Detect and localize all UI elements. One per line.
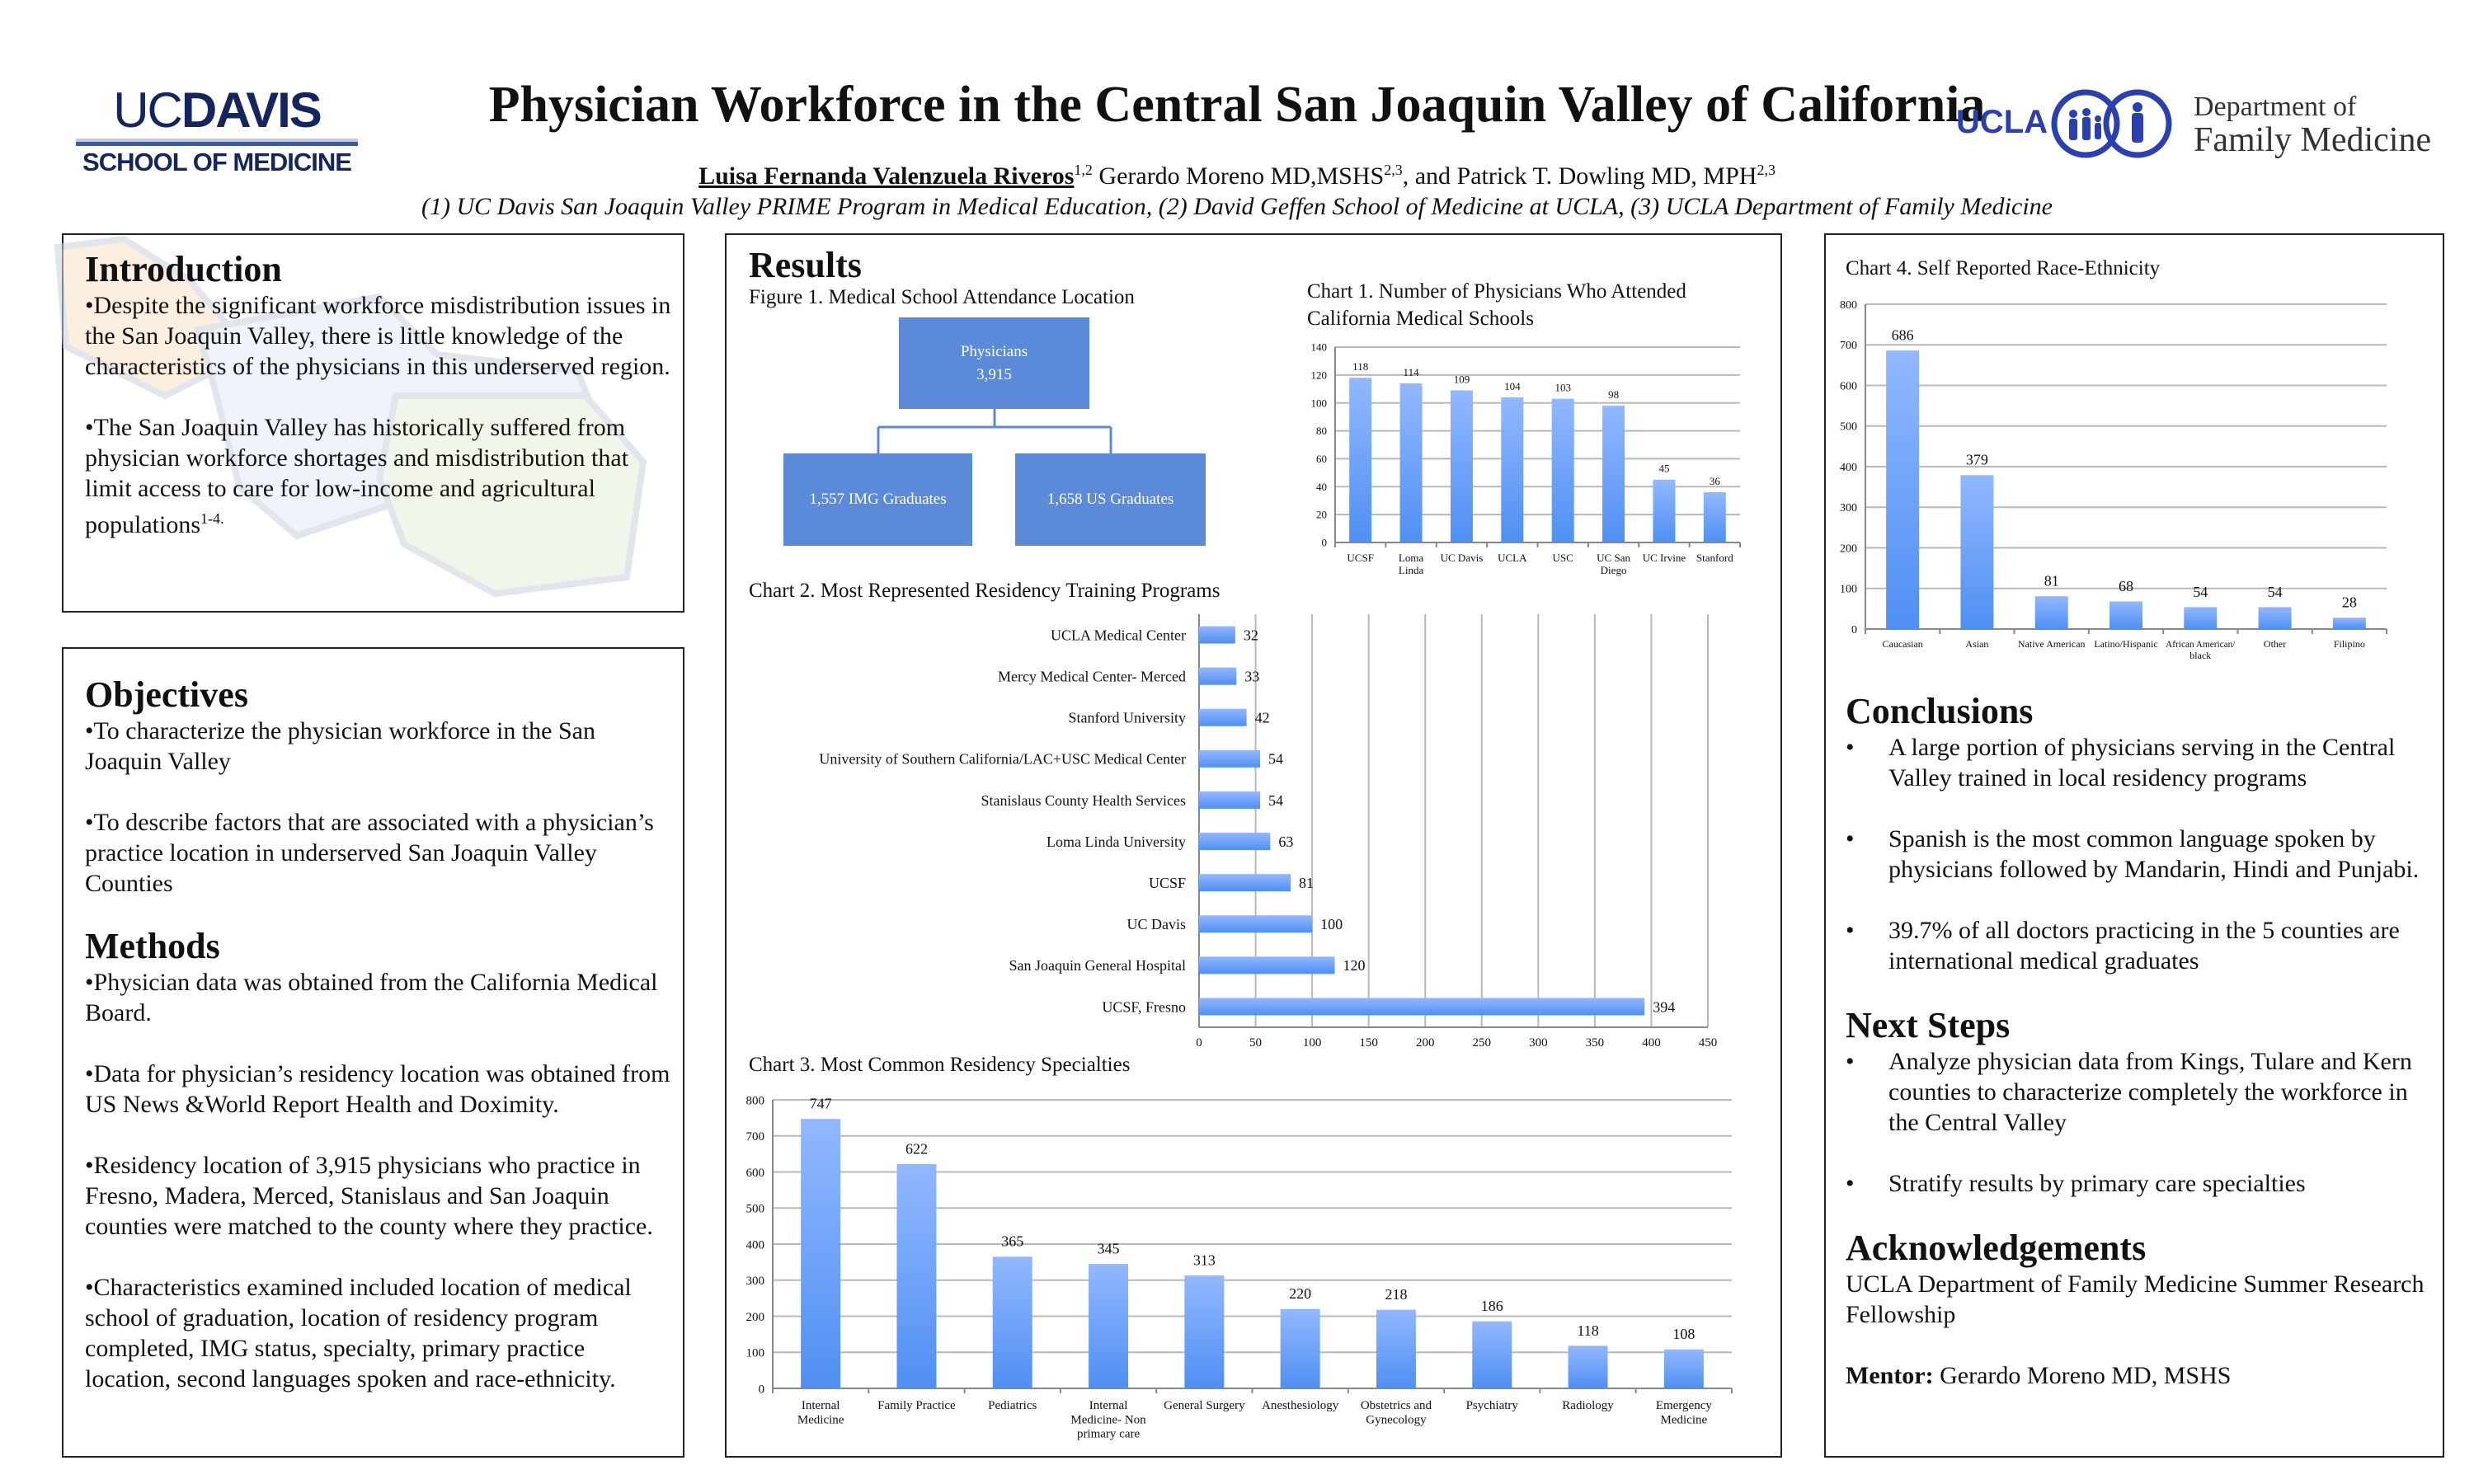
method-item: •Residency location of 3,915 physicians … — [85, 1152, 653, 1240]
objectives-heading: Objectives — [85, 674, 248, 715]
conclusion-text: Spanish is the most common language spok… — [1888, 825, 2420, 883]
conclusion-text: A large portion of physicians serving in… — [1888, 734, 2396, 791]
family-figures-icon — [2051, 89, 2172, 158]
ucdavis-logo-davis: DAVIS — [181, 82, 322, 138]
poster-title-wrap: Physician Workforce in the Central San J… — [0, 76, 2474, 134]
mentor-name: Gerardo Moreno MD, MSHS — [1933, 1362, 2232, 1389]
bullet-icon: • — [1846, 825, 1855, 852]
dept-line-1: Department of — [2194, 92, 2357, 122]
next-steps-heading: Next Steps — [1846, 1005, 2011, 1045]
next-step-text: Stratify results by primary care special… — [1888, 1170, 2306, 1197]
dept-name: Department of Family Medicine — [2194, 91, 2431, 157]
conclusion-item: • A large portion of physicians serving i… — [1846, 732, 2431, 793]
results-heading: Results — [749, 245, 862, 285]
objective-item: •To describe factors that are associated… — [85, 809, 654, 897]
chart4-title: Chart 4. Self Reported Race-Ethnicity — [1846, 257, 2161, 279]
method-item: •Characteristics examined included locat… — [85, 1274, 632, 1392]
acknowledgements-text: UCLA Department of Family Medicine Summe… — [1846, 1270, 2425, 1328]
bullet-icon: • — [1846, 1048, 1855, 1075]
org-node-us: 1,658 US Graduates — [1015, 453, 1206, 546]
author-3-affil: 2,3 — [1757, 162, 1776, 178]
next-step-item: • Analyze physician data from Kings, Tula… — [1846, 1046, 2431, 1138]
results-box — [725, 233, 1782, 1458]
methods-heading: Methods — [85, 926, 220, 966]
introduction-paragraph: •Despite the significant workforce misdi… — [85, 292, 671, 380]
conclusion-item: • 39.7% of all doctors practicing in the … — [1846, 915, 2431, 976]
org-connectors — [877, 409, 1112, 453]
author-2: Gerardo Moreno MD,MSHS — [1092, 162, 1385, 190]
dept-line-2: Family Medicine — [2194, 121, 2432, 159]
bullet-icon: • — [1846, 1170, 1855, 1197]
figure1-caption: Figure 1. Medical School Attendance Loca… — [749, 286, 1135, 308]
introduction-box — [62, 233, 684, 613]
chart1-title-line: Chart 1. Number of Physicians Who Attend… — [1307, 280, 1686, 303]
mentor-label: Mentor: — [1846, 1362, 1934, 1389]
ucla-dfm-logo: UCLA Department of Family Medicine — [1956, 82, 2459, 165]
next-step-item: • Stratify results by primary care specia… — [1846, 1168, 2431, 1199]
method-item: •Data for physician’s residency location… — [85, 1060, 670, 1118]
org-node-img: 1,557 IMG Graduates — [783, 453, 972, 546]
author-main: Luisa Fernanda Valenzuela Riveros — [698, 162, 1075, 190]
conclusion-item: • Spanish is the most common language spo… — [1846, 824, 2431, 885]
objectives-methods-box — [62, 647, 684, 1458]
conclusion-text: 39.7% of all doctors practicing in the 5… — [1888, 917, 2400, 974]
introduction-heading: Introduction — [85, 249, 282, 289]
author-2-affil: 2,3 — [1384, 162, 1403, 178]
ucdavis-logo-school: SCHOOL OF MEDICINE — [82, 148, 352, 176]
acknowledgements-heading: Acknowledgements — [1846, 1228, 2147, 1268]
affiliations: (1) UC Davis San Joaquin Valley PRIME Pr… — [421, 193, 2053, 220]
introduction-paragraph: •The San Joaquin Valley has historically… — [85, 414, 629, 538]
objectives-section: Objectives •To characterize the physicia… — [85, 674, 672, 1425]
introduction-section: Introduction •Despite the significant wo… — [85, 249, 672, 540]
ucdavis-logo: UCDAVIS SCHOOL OF MEDICINE — [76, 86, 358, 176]
chart3-title: Chart 3. Most Common Residency Specialti… — [749, 1054, 1131, 1076]
poster-title: Physician Workforce in the Central San J… — [488, 77, 1986, 133]
chart1-title-line: California Medical Schools — [1307, 308, 1534, 330]
method-item: •Physician data was obtained from the Ca… — [85, 969, 658, 1026]
chart2-title: Chart 2. Most Represented Residency Trai… — [749, 580, 1221, 602]
citation: 1-4. — [200, 510, 224, 527]
conclusions-box — [1824, 233, 2444, 1458]
next-step-text: Analyze physician data from Kings, Tular… — [1888, 1048, 2412, 1136]
ucdavis-logo-uc: UC — [113, 82, 183, 138]
authors: Luisa Fernanda Valenzuela Riveros1,2 Ger… — [0, 162, 2474, 190]
org-node-label: Physicians — [960, 342, 1028, 360]
conclusions-section: Conclusions • A large portion of physicia… — [1846, 691, 2431, 1421]
chart1-title: Chart 1. Number of Physicians Who Attend… — [1307, 278, 1686, 332]
county-map-background — [54, 235, 647, 598]
bullet-icon: • — [1846, 734, 1855, 761]
ucdavis-logo-rule — [76, 139, 358, 146]
objective-item: •To characterize the physician workforce… — [85, 717, 595, 775]
author-3: , and Patrick T. Dowling MD, MPH — [1402, 162, 1757, 190]
org-node-physicians: Physicians 3,915 — [899, 317, 1089, 409]
results-heading-wrap: Results — [749, 245, 862, 286]
author-main-affil: 1,2 — [1074, 162, 1093, 178]
bullet-icon: • — [1846, 917, 1855, 944]
conclusions-heading: Conclusions — [1846, 691, 2034, 731]
org-node-value: 3,915 — [976, 365, 1012, 383]
ucla-wordmark: UCLA — [1956, 104, 2048, 140]
